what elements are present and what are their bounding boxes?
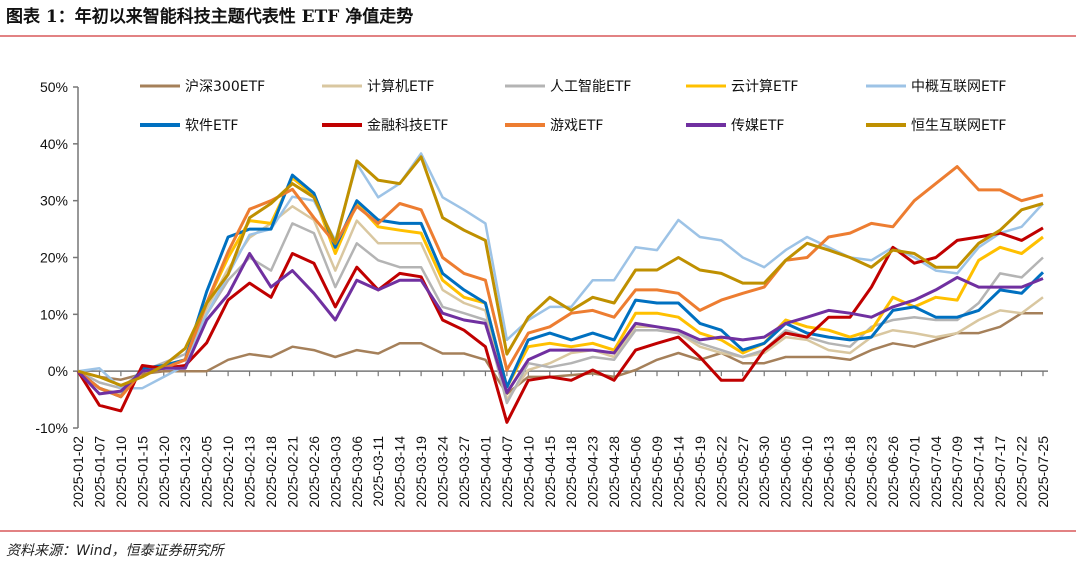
legend-item: 传媒ETF: [686, 118, 784, 134]
legend-label: 中概互联网ETF: [911, 79, 1006, 95]
x-tick-label: 2025-02-21: [284, 436, 300, 508]
x-tick-label: 2025-02-13: [242, 436, 258, 508]
x-tick-label: 2025-05-27: [735, 436, 751, 508]
x-tick-label: 2025-02-18: [263, 436, 279, 508]
series-line-7: [77, 165, 1044, 399]
x-tick-label: 2025-01-02: [70, 436, 86, 508]
series-line-4: [77, 152, 1044, 390]
x-tick-label: 2025-06-26: [885, 436, 901, 508]
legend-label: 人工智能ETF: [550, 79, 631, 95]
x-tick-label: 2025-02-26: [306, 436, 322, 508]
legend-item: 计算机ETF: [322, 79, 434, 95]
x-tick-label: 2025-07-22: [1014, 436, 1030, 508]
legend-item: 软件ETF: [140, 118, 238, 134]
x-tick-label: 2025-03-03: [327, 436, 343, 508]
x-tick-label: 2025-05-06: [628, 436, 644, 508]
x-tick-label: 2025-05-19: [692, 436, 708, 508]
legend-label: 恒生互联网ETF: [911, 118, 1006, 134]
legend-item: 云计算ETF: [686, 79, 798, 95]
x-tick-label: 2025-02-05: [199, 436, 215, 508]
x-tick-label: 2025-04-10: [520, 436, 536, 508]
legend-item: 中概互联网ETF: [866, 79, 1006, 95]
x-tick-label: 2025-07-17: [992, 436, 1008, 508]
y-tick-label: 50%: [40, 79, 68, 95]
series-line-3: [77, 176, 1044, 399]
legend-item: 沪深300ETF: [140, 79, 265, 95]
y-tick-label: 40%: [40, 136, 68, 152]
x-tick-label: 2025-01-07: [91, 436, 107, 508]
legend-item: 人工智能ETF: [505, 79, 631, 95]
series-line-0: [77, 311, 1043, 396]
figure-title: 图表 1：年初以来智能科技主题代表性 ETF 净值走势: [6, 6, 413, 27]
axes: 50% 40% 30% 20% 10% 0% -10%2025-01-02 2025-01-0…: [35, 79, 1051, 508]
x-tick-label: 2025-05-09: [649, 436, 665, 508]
x-tick-label: 2025-04-18: [563, 436, 579, 508]
legend-label: 传媒ETF: [731, 118, 784, 134]
legend-item: 游戏ETF: [505, 118, 603, 134]
x-tick-label: 2025-07-25: [1035, 436, 1051, 508]
x-tick-label: 2025-07-14: [971, 436, 987, 508]
x-tick-label: 2025-05-22: [713, 436, 729, 508]
series-line-8: [76, 252, 1044, 396]
x-tick-label: 2025-03-19: [413, 436, 429, 508]
x-tick-label: 2025-04-01: [477, 436, 493, 508]
x-tick-label: 2025-05-30: [756, 436, 772, 508]
x-tick-label: 2025-06-18: [842, 436, 858, 508]
x-tick-label: 2025-07-01: [906, 436, 922, 508]
x-tick-label: 2025-03-14: [392, 436, 408, 508]
x-tick-label: 2025-07-04: [928, 436, 944, 508]
x-tick-label: 2025-03-11: [370, 436, 386, 507]
x-tick-label: 2025-06-13: [821, 436, 837, 508]
x-tick-label: 2025-04-28: [606, 436, 622, 508]
x-tick-label: 2025-06-10: [799, 436, 815, 508]
x-tick-label: 2025-04-23: [585, 436, 601, 508]
legend-item: 金融科技ETF: [322, 118, 448, 134]
x-tick-label: 2025-03-24: [435, 436, 451, 508]
x-tick-label: 2025-01-15: [134, 436, 150, 508]
x-tick-label: 2025-03-27: [456, 436, 472, 508]
series-lines: [76, 152, 1045, 424]
legend-label: 软件ETF: [185, 118, 238, 134]
legend: 沪深300ETF 计算机ETF 人工智能ETF 云计算ETF 中概互联网ETF 软件ETF…: [140, 79, 1006, 134]
legend-item: 恒生互联网ETF: [866, 118, 1006, 134]
series-line-9: [77, 155, 1044, 387]
y-tick-label: 0%: [48, 363, 68, 379]
legend-label: 游戏ETF: [550, 118, 603, 134]
x-tick-label: 2025-04-07: [499, 436, 515, 508]
x-tick-label: 2025-01-10: [113, 436, 129, 508]
legend-label: 计算机ETF: [367, 79, 434, 95]
y-tick-label: 30%: [40, 193, 68, 209]
y-tick-label: 10%: [40, 306, 68, 322]
x-tick-label: 2025-06-23: [863, 436, 879, 508]
legend-label: 金融科技ETF: [367, 118, 448, 134]
series-line-6: [76, 226, 1044, 424]
x-tick-label: 2025-03-06: [349, 436, 365, 508]
x-tick-label: 2025-04-15: [542, 436, 558, 508]
y-tick-label: -10%: [35, 420, 68, 436]
x-tick-label: 2025-01-23: [177, 436, 193, 508]
x-tick-label: 2025-07-09: [949, 436, 965, 508]
legend-label: 沪深300ETF: [185, 79, 265, 95]
x-tick-label: 2025-05-14: [670, 436, 686, 508]
x-tick-label: 2025-06-05: [778, 436, 794, 508]
y-tick-label: 20%: [40, 250, 68, 266]
source-note: 资料来源：Wind，恒泰证券研究所: [6, 543, 225, 559]
x-tick-label: 2025-01-20: [156, 436, 172, 508]
legend-label: 云计算ETF: [731, 79, 798, 95]
x-tick-label: 2025-02-10: [220, 436, 236, 508]
